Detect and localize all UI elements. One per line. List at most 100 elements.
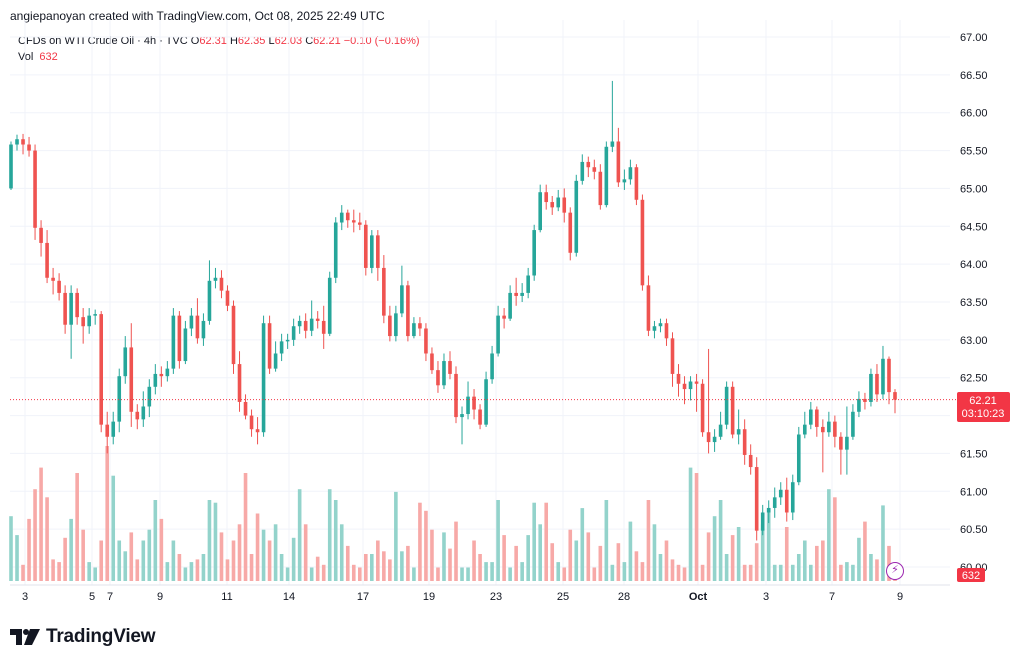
- volume-bar: [562, 567, 567, 581]
- legend-symbol: CFDs on WTI Crude Oil · 4h · TVC: [18, 35, 188, 47]
- candle-body: [646, 285, 651, 331]
- volume-bar: [869, 554, 873, 581]
- volume-bar: [646, 500, 651, 581]
- candle-body: [670, 338, 675, 374]
- volume-bar: [730, 535, 735, 581]
- y-tick-label: 65.50: [960, 146, 988, 158]
- price-axis[interactable]: 67.00 66.50 66.00 65.50 65.00 64.50 64.00 63.50…: [960, 32, 988, 574]
- volume-bar: [357, 567, 362, 581]
- candle-body: [436, 370, 440, 386]
- volume-bar: [712, 516, 717, 581]
- volume-bar: [478, 554, 482, 581]
- grid-lines: [10, 20, 950, 585]
- candle-body: [893, 392, 897, 400]
- volume-bar: [87, 562, 91, 581]
- candle-body: [508, 292, 512, 319]
- volume-bar: [616, 543, 621, 581]
- candle-body: [610, 141, 615, 147]
- candle-body: [165, 368, 170, 377]
- volume-bar: [201, 554, 206, 581]
- x-tick-label: 5: [89, 591, 95, 603]
- candle-body: [532, 230, 536, 276]
- credit-line: angiepanoyan created with TradingView.co…: [10, 9, 385, 23]
- candle-body: [231, 305, 236, 365]
- volume-bar: [640, 562, 645, 581]
- volume-bar: [382, 551, 386, 581]
- price-tag-countdown: 03:10:23: [962, 408, 1005, 420]
- y-tick-label: 65.00: [960, 183, 988, 195]
- candle-body: [592, 167, 597, 172]
- volume-bar: [297, 489, 302, 581]
- candle-body: [357, 222, 362, 225]
- y-tick-label: 61.50: [960, 448, 988, 460]
- volume-bars: [9, 446, 897, 581]
- candle-body: [406, 285, 410, 337]
- y-tick-label: 67.00: [960, 32, 988, 44]
- x-tick-label: 3: [763, 591, 769, 603]
- candle-body: [333, 222, 338, 278]
- y-tick-label: 63.00: [960, 335, 988, 347]
- lightning-icon[interactable]: ⚡: [886, 562, 904, 580]
- volume-bar: [815, 545, 819, 581]
- volume-tag: 632: [957, 568, 985, 582]
- candle-body: [9, 144, 13, 189]
- candle-body: [460, 414, 464, 418]
- volume-bar: [261, 529, 266, 581]
- x-tick-label: 17: [357, 591, 369, 603]
- candle-body: [189, 315, 194, 329]
- volume-bar: [177, 554, 182, 581]
- time-axis[interactable]: 3 5 7 9 11 14 17 19 23 25 28 Oct 3 7 9: [10, 584, 950, 603]
- candle-body: [514, 292, 518, 296]
- volume-bar: [15, 535, 19, 581]
- candle-body: [87, 315, 91, 327]
- candle-body: [724, 386, 729, 425]
- candle-body: [370, 235, 374, 268]
- legend-high: 62.35: [237, 35, 266, 47]
- candle-body: [195, 315, 200, 339]
- candle-body: [412, 323, 416, 337]
- volume-bar: [754, 543, 759, 581]
- volume-bar: [502, 535, 506, 581]
- x-tick-label: Oct: [689, 591, 708, 603]
- candle-body: [454, 373, 458, 418]
- volume-tag-value: 632: [962, 570, 980, 582]
- candle-body: [538, 192, 543, 231]
- volume-bar: [406, 545, 410, 581]
- volume-bar: [544, 502, 549, 581]
- legend-open: 62.31: [199, 35, 227, 47]
- price-chart[interactable]: 67.00 66.50 66.00 65.50 65.00 64.50 64.00 63.50…: [0, 0, 1024, 612]
- volume-bar: [171, 540, 176, 581]
- volume-bar: [694, 473, 699, 581]
- volume-bar: [538, 524, 543, 581]
- candle-body: [809, 409, 813, 425]
- candle-body: [784, 489, 789, 513]
- volume-bar: [664, 540, 669, 581]
- candle-body: [466, 396, 470, 415]
- logo-wordmark: TradingView: [46, 626, 156, 647]
- candle-body: [303, 320, 308, 331]
- x-tick-label: 11: [221, 591, 232, 603]
- volume-bar: [273, 524, 278, 581]
- tradingview-logo[interactable]: TradingView: [10, 626, 156, 648]
- y-tick-label: 60.50: [960, 524, 988, 536]
- volume-bar: [863, 521, 867, 581]
- volume-bar: [237, 524, 242, 581]
- volume-bar: [790, 564, 795, 581]
- candle-body: [81, 317, 85, 327]
- candle-body: [821, 426, 825, 433]
- y-tick-label: 64.50: [960, 221, 988, 233]
- candle-body: [490, 353, 494, 380]
- candle-body: [742, 429, 747, 455]
- volume-bar: [333, 500, 338, 581]
- candle-body: [285, 339, 290, 342]
- candle-body: [321, 320, 326, 334]
- volume-bar: [123, 551, 128, 581]
- legend-close: 62.21: [313, 35, 341, 47]
- candle-body: [652, 326, 657, 331]
- volume-bar: [676, 564, 681, 581]
- volume-bar: [213, 502, 218, 581]
- legend-volume-row: Vol 632: [18, 49, 420, 65]
- y-tick-label: 66.00: [960, 108, 988, 120]
- volume-bar: [129, 532, 134, 581]
- candle-body: [99, 314, 104, 425]
